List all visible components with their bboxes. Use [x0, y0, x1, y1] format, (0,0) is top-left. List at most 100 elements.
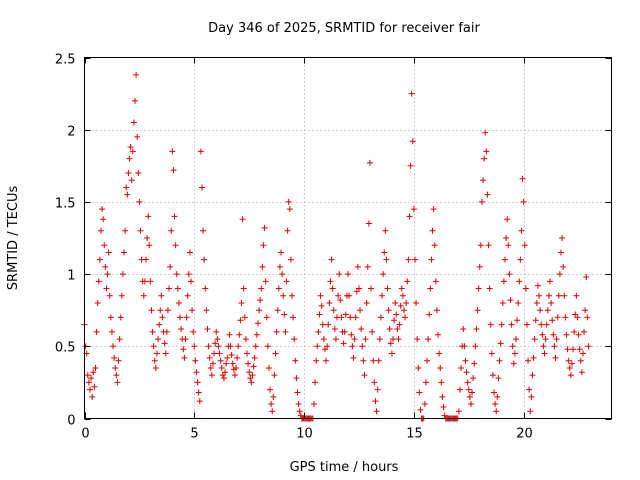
data-point: [262, 278, 269, 285]
data-point: [476, 263, 483, 270]
data-point: [149, 328, 156, 335]
data-point: [286, 206, 293, 213]
data-point: [407, 162, 414, 169]
data-point: [411, 256, 418, 263]
data-point: [195, 389, 202, 396]
data-point: [425, 336, 432, 343]
data-point: [151, 357, 158, 364]
data-point: [134, 133, 141, 140]
data-point: [237, 317, 244, 324]
data-point: [282, 328, 289, 335]
data-point: [566, 364, 573, 371]
data-point: [164, 307, 171, 314]
data-point: [113, 372, 120, 379]
data-point: [574, 314, 581, 321]
data-point: [545, 292, 552, 299]
data-point: [351, 336, 358, 343]
data-point: [543, 321, 550, 328]
data-point: [375, 357, 382, 364]
data-point: [436, 350, 443, 357]
data-point: [383, 256, 390, 263]
data-point: [331, 325, 338, 332]
data-point: [173, 271, 180, 278]
data-point: [478, 198, 485, 205]
data-point: [366, 159, 373, 166]
data-point: [168, 227, 175, 234]
data-point: [222, 369, 229, 376]
data-point: [403, 299, 410, 306]
data-point: [369, 328, 376, 335]
data-point: [295, 401, 302, 408]
data-point: [258, 285, 265, 292]
data-point: [194, 379, 201, 386]
data-point: [341, 328, 348, 335]
x-axis-label: GPS time / hours: [290, 460, 399, 475]
data-point: [224, 354, 231, 361]
data-point: [399, 292, 406, 299]
data-point: [84, 372, 91, 379]
y-tick-label: 2.5: [55, 53, 76, 68]
data-point: [335, 292, 342, 299]
data-point: [465, 386, 472, 393]
data-point: [531, 336, 538, 343]
data-point: [278, 249, 285, 256]
data-point: [534, 282, 541, 289]
data-point: [539, 331, 546, 338]
data-point: [336, 271, 343, 278]
data-point: [256, 307, 263, 314]
data-point: [327, 278, 334, 285]
data-point: [166, 285, 173, 292]
data-point: [123, 184, 130, 191]
data-point: [568, 360, 575, 367]
data-point: [370, 357, 377, 364]
data-point: [206, 354, 213, 361]
data-point: [101, 242, 108, 249]
data-point: [108, 328, 115, 335]
data-point: [107, 314, 114, 321]
data-point: [505, 242, 512, 249]
data-point: [190, 328, 197, 335]
data-point: [404, 278, 411, 285]
data-point: [150, 343, 157, 350]
data-point: [380, 271, 387, 278]
data-point: [287, 256, 294, 263]
data-point: [429, 227, 436, 234]
data-point: [428, 256, 435, 263]
data-point: [374, 386, 381, 393]
data-point: [264, 343, 271, 350]
data-point: [349, 343, 356, 350]
data-point: [147, 278, 154, 285]
x-tick-label: 0: [81, 427, 89, 442]
data-point: [273, 328, 280, 335]
data-point: [542, 336, 549, 343]
data-point: [489, 372, 496, 379]
x-tick-label: 20: [516, 427, 533, 442]
data-point: [553, 336, 560, 343]
data-point: [382, 227, 389, 234]
data-point: [395, 336, 402, 343]
y-axis-label: SRMTID / TECUs: [6, 186, 21, 291]
data-point: [284, 227, 291, 234]
data-point: [500, 278, 507, 285]
data-point: [526, 386, 533, 393]
data-point: [257, 297, 264, 304]
data-point: [338, 314, 345, 321]
data-point: [146, 242, 153, 249]
data-point: [544, 307, 551, 314]
data-point: [261, 224, 268, 231]
data-point: [406, 213, 413, 220]
data-point: [320, 336, 327, 343]
data-point: [492, 401, 499, 408]
data-point: [358, 325, 365, 332]
x-tick-label: 15: [406, 427, 423, 442]
data-point: [202, 285, 209, 292]
data-point: [155, 336, 162, 343]
data-point: [110, 343, 117, 350]
data-point: [456, 386, 463, 393]
data-point: [486, 285, 493, 292]
data-point: [413, 299, 420, 306]
data-point: [346, 292, 353, 299]
data-point: [196, 398, 203, 405]
data-point: [323, 357, 330, 364]
data-point: [220, 375, 227, 382]
